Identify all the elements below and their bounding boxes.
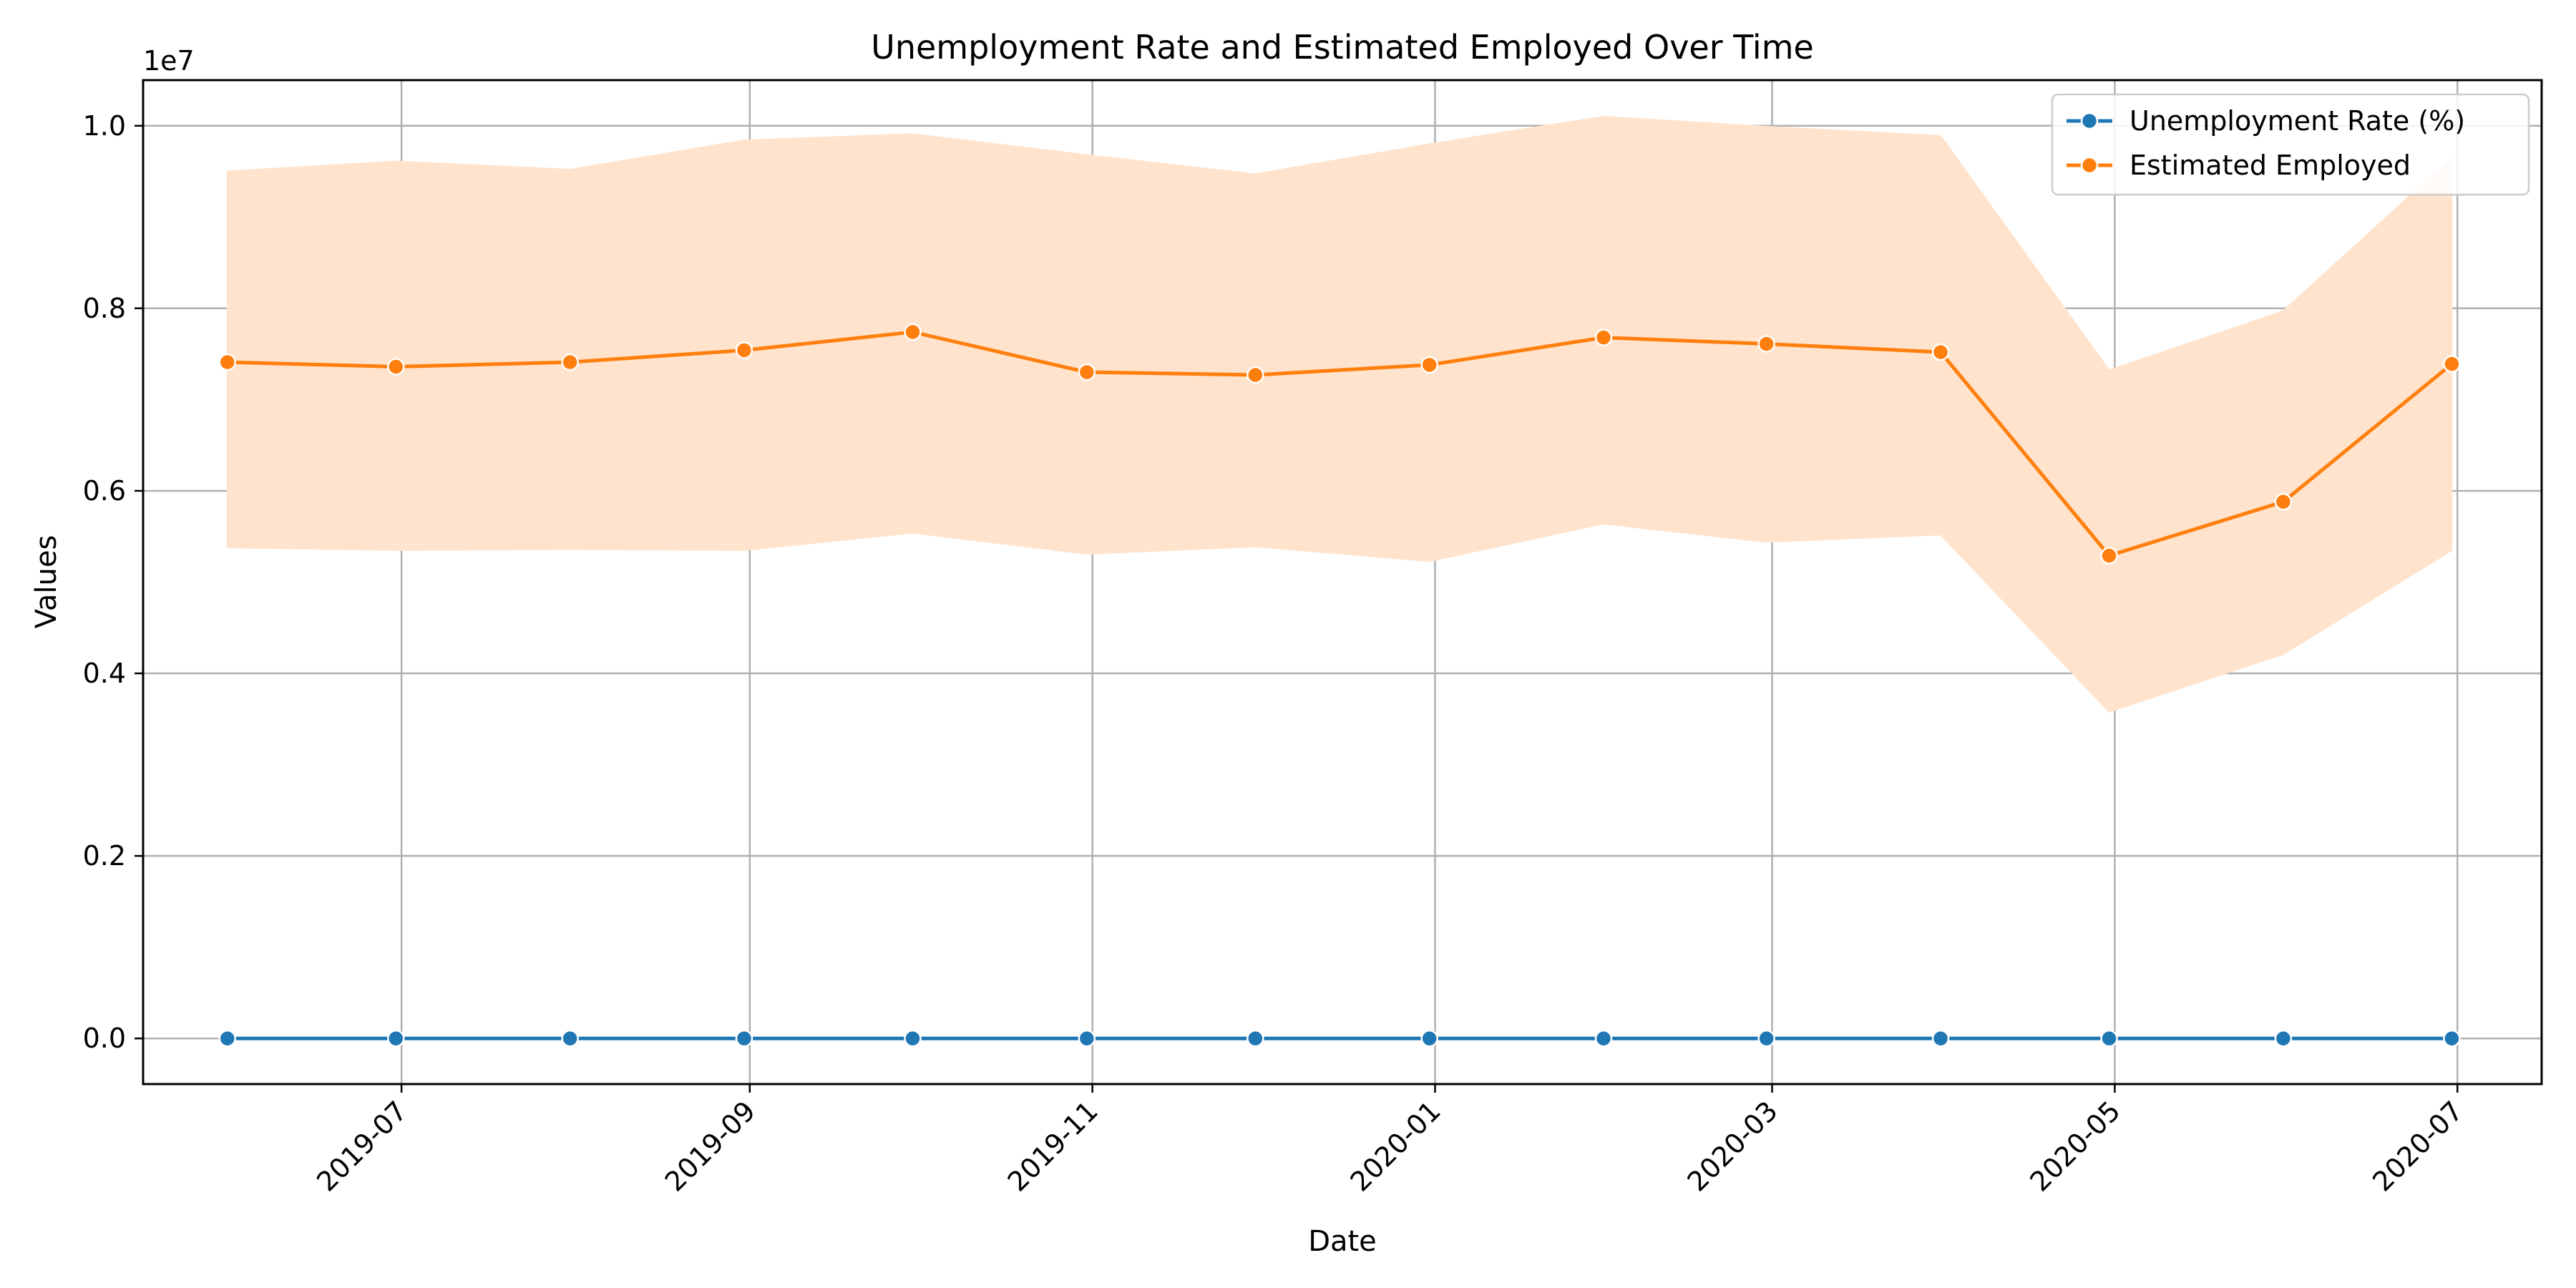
x-axis-label: Date	[1308, 1225, 1377, 1258]
data-point	[1594, 328, 1613, 346]
legend-label: Unemployment Rate (%)	[2129, 105, 2465, 137]
data-point	[904, 1029, 922, 1048]
data-point	[735, 341, 753, 359]
legend: Unemployment Rate (%) Estimated Employed	[2051, 93, 2530, 196]
y-tick-label: 0.0	[83, 1023, 126, 1054]
data-point	[1420, 356, 1438, 374]
legend-swatch-marker	[2080, 156, 2099, 175]
y-axis-label: Values	[30, 535, 63, 629]
data-point	[1078, 363, 1096, 381]
data-point	[387, 1029, 405, 1048]
data-point	[2100, 547, 2118, 565]
y-tick-label: 0.8	[83, 293, 126, 324]
data-point	[218, 353, 237, 371]
data-point	[2274, 1029, 2293, 1048]
data-point	[1246, 366, 1264, 384]
data-point	[1757, 1029, 1775, 1048]
y-tick-label: 0.6	[83, 475, 126, 507]
data-point	[1757, 335, 1775, 353]
data-point	[1594, 1029, 1613, 1048]
data-point	[2100, 1029, 2118, 1048]
data-point	[2443, 355, 2461, 373]
data-point	[2274, 493, 2293, 511]
data-point	[904, 323, 922, 341]
band-layer	[226, 115, 2453, 713]
data-point	[1420, 1029, 1438, 1048]
y-tick-label: 0.4	[83, 658, 126, 689]
data-point	[735, 1029, 753, 1048]
data-point	[561, 1029, 579, 1048]
y-axis-offset-label: 1e7	[143, 45, 195, 77]
data-point	[2443, 1029, 2461, 1048]
legend-box	[2051, 93, 2530, 196]
data-point	[218, 1029, 237, 1048]
plot-frame	[142, 79, 2543, 1085]
data-point	[1931, 1029, 1950, 1048]
legend-swatch-marker	[2080, 112, 2099, 130]
legend-label: Estimated Employed	[2129, 150, 2411, 181]
data-point	[1931, 343, 1950, 361]
y-tick-label: 1.0	[83, 110, 126, 142]
data-point	[1246, 1029, 1264, 1048]
data-point	[387, 358, 405, 376]
y-tick-label: 0.2	[83, 840, 126, 872]
data-point	[1078, 1029, 1096, 1048]
chart-title: Unemployment Rate and Estimated Employed…	[871, 28, 1814, 67]
data-point	[561, 353, 579, 371]
series-line-1	[227, 330, 2453, 557]
confidence-band	[226, 115, 2453, 713]
series-layer	[218, 323, 2461, 1048]
